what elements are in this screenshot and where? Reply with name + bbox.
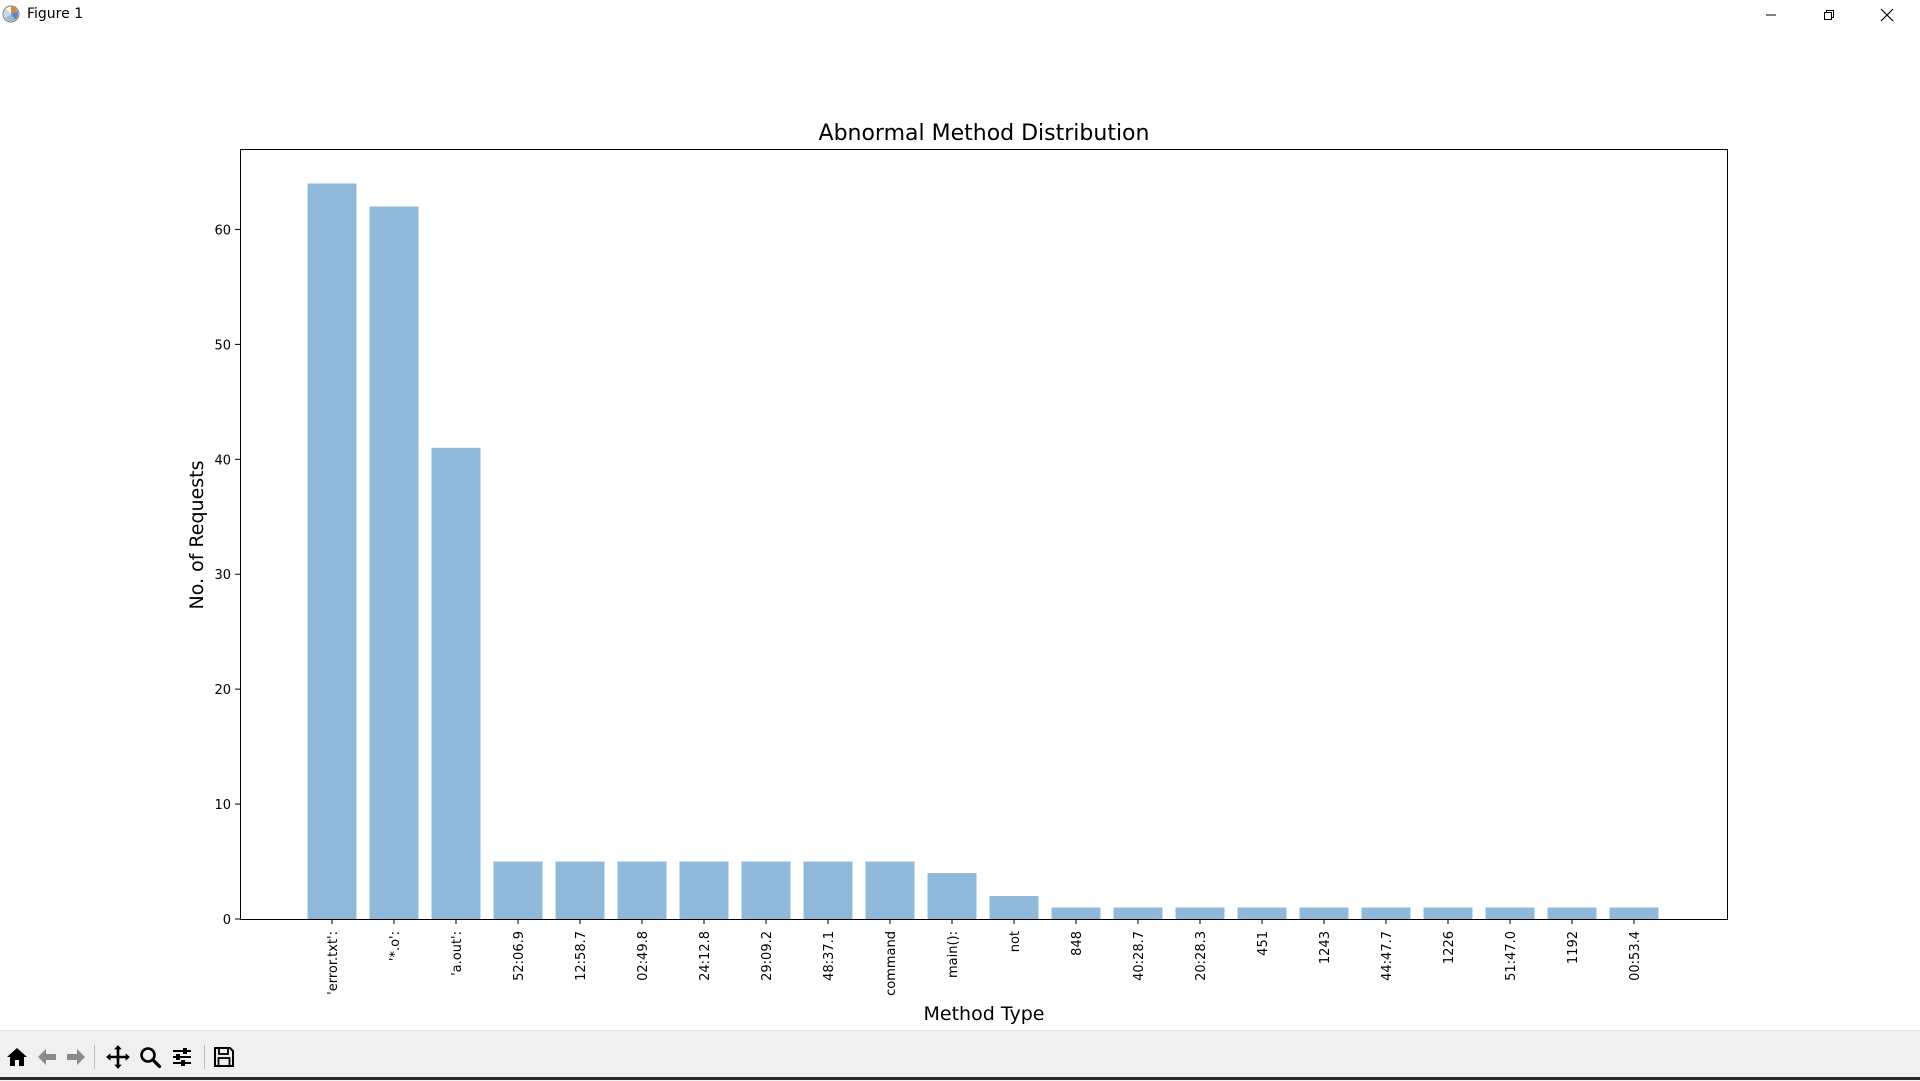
bar-chart: Abnormal Method Distribution No. of Requ… [186,121,1728,1025]
bar [431,447,481,919]
bar [1237,907,1287,919]
x-tick-label: 40:28.7 [1132,931,1147,981]
back-button[interactable] [33,1043,61,1071]
x-tick-label: 00:53.4 [1628,931,1643,981]
matplotlib-logo-icon [2,5,20,23]
x-tick-label: not [1008,931,1023,952]
window-title: Figure 1 [27,6,84,22]
x-tick-label: 1192 [1566,931,1581,964]
bar [1547,907,1597,919]
bar [865,861,915,919]
x-tick-label: main(): [946,931,961,978]
y-tick-label: 10 [214,798,231,813]
chart-title: Abnormal Method Distribution [819,121,1150,146]
toolbar-separator [94,1045,95,1069]
back-arrow-icon [38,1049,56,1065]
home-button[interactable] [3,1043,31,1071]
bar [1051,907,1101,919]
x-tick-label: '*.o': [388,931,403,961]
configure-subplots-icon [173,1048,191,1066]
minimize-icon [1766,14,1776,16]
configure-subplots-button[interactable] [168,1043,196,1071]
bar [1299,907,1349,919]
forward-arrow-icon [67,1049,85,1065]
window-bottom-edge [0,1077,1920,1080]
zoom-magnifier-icon [140,1047,162,1069]
x-tick-label: 12:58.7 [574,931,589,981]
x-tick-label: 1243 [1318,931,1333,964]
x-tick-label: 848 [1070,931,1085,956]
bar [617,861,667,919]
x-tick-label: 451 [1256,931,1271,956]
y-tick-label: 30 [214,568,231,583]
forward-button[interactable] [62,1043,90,1071]
bar [493,861,543,919]
x-tick-label: 29:09.2 [760,931,775,981]
bar [307,183,357,920]
y-tick-label: 0 [223,913,231,928]
bar [555,861,605,919]
x-tick-label: 20:28.3 [1194,931,1209,981]
x-tick-label: 52:06.9 [512,931,527,981]
bar [369,206,419,919]
x-tick-label: 02:49.8 [636,931,651,981]
x-tick-label: 51:47.0 [1504,931,1519,981]
x-tick-label: 44:47.7 [1380,931,1395,981]
minimize-button[interactable] [1742,0,1800,30]
toolbar-separator [204,1045,205,1069]
x-tick-label: 48:37.1 [822,931,837,981]
bar [1609,907,1659,919]
y-tick-label: 20 [214,683,231,698]
bar [1423,907,1473,919]
zoom-button[interactable] [136,1043,164,1071]
bar [1361,907,1411,919]
y-axis-label: No. of Requests [186,460,208,609]
bar [1175,907,1225,919]
x-axis: 'error.txt': '*.o': 'a.out': 52:06.9 12:58.7… [326,919,1643,996]
bar [803,861,853,919]
bar [989,896,1039,919]
navigation-toolbar [0,1030,1920,1081]
close-icon [1880,8,1894,22]
restore-icon [1824,10,1834,20]
window-titlebar: Figure 1 [0,0,1920,30]
bars-group [307,183,1659,920]
x-tick-label: 'error.txt': [326,931,341,995]
x-tick-label: command [884,931,899,996]
pan-button[interactable] [104,1043,132,1071]
y-tick-label: 60 [214,223,231,238]
y-axis: 0 10 20 30 40 50 60 [214,223,240,928]
bar [679,861,729,919]
bar [741,861,791,919]
save-button[interactable] [210,1043,238,1071]
save-floppy-icon [214,1047,234,1067]
y-tick-label: 40 [214,453,231,468]
x-axis-label: Method Type [924,1003,1045,1025]
close-button[interactable] [1858,0,1916,30]
figure-canvas[interactable]: Abnormal Method Distribution No. of Requ… [0,30,1920,1030]
bar [1485,907,1535,919]
y-tick-label: 50 [214,338,231,353]
axes-frame [240,149,1728,920]
x-tick-label: 'a.out': [450,931,465,976]
home-icon [7,1048,27,1066]
x-tick-label: 24:12.8 [698,931,713,981]
bar [1113,907,1163,919]
pan-move-icon [106,1045,130,1069]
x-tick-label: 1226 [1442,931,1457,964]
maximize-button[interactable] [1800,0,1858,30]
bar [927,873,977,919]
